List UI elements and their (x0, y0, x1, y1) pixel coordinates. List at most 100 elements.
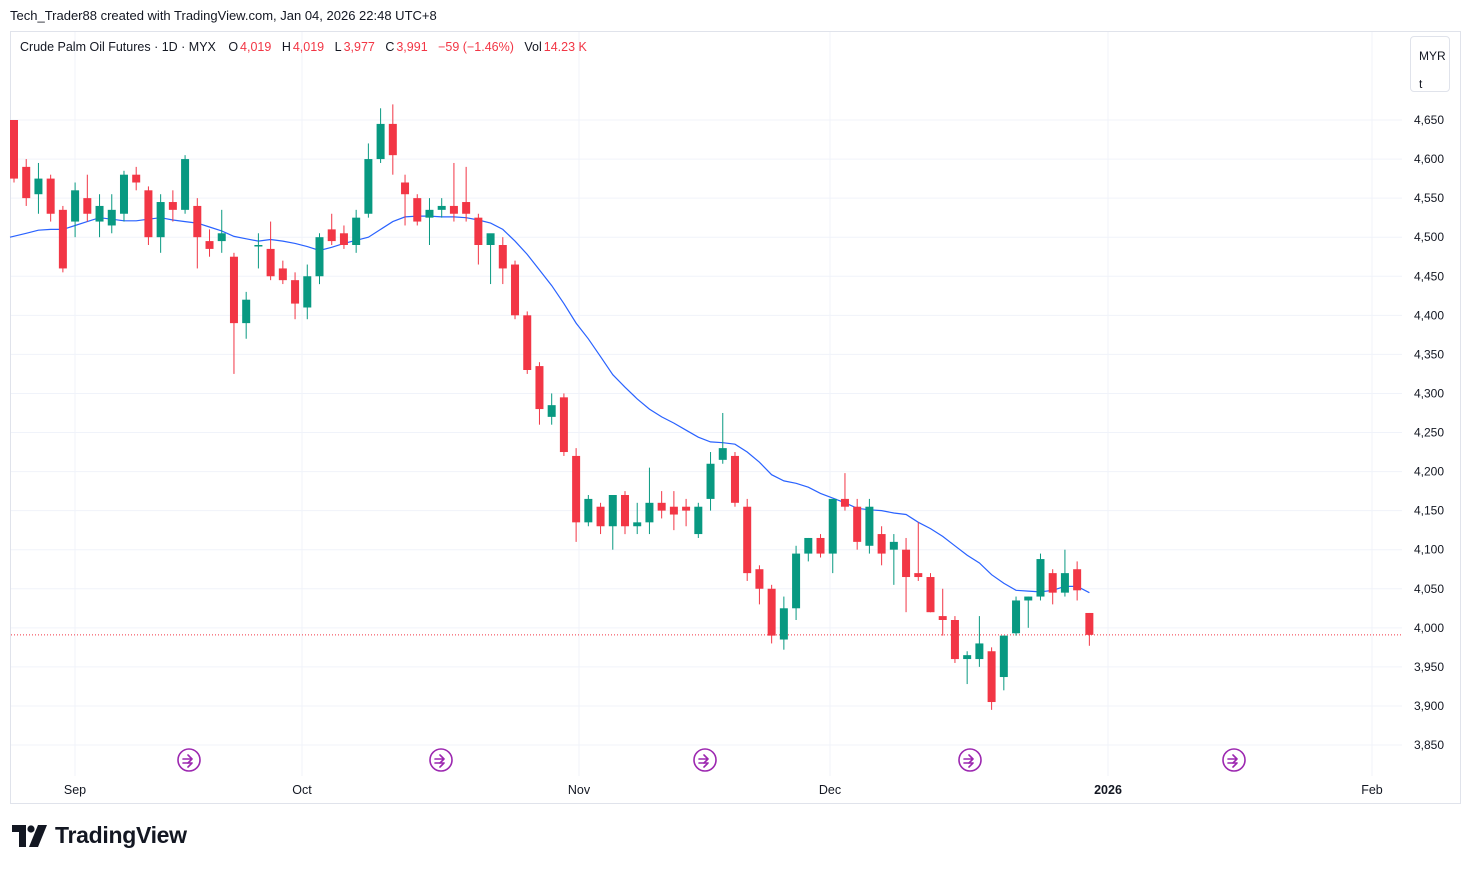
candle (315, 233, 324, 285)
candle-body (1036, 559, 1045, 597)
candle (339, 225, 348, 249)
candle-body (914, 573, 923, 578)
candle-body (694, 506, 703, 535)
candle (743, 498, 752, 581)
candle (205, 229, 214, 257)
candle (792, 545, 801, 620)
candle (914, 522, 923, 581)
y-tick-label: 4,650 (1414, 113, 1444, 127)
event-marker-icon[interactable] (429, 748, 453, 772)
candle (193, 198, 202, 269)
candle-body (95, 205, 104, 222)
candle (963, 651, 972, 685)
candle (474, 213, 483, 265)
candle-body (853, 506, 862, 542)
event-marker-arrow (698, 762, 709, 768)
event-marker-ring (1222, 748, 1246, 772)
y-tick-label: 4,600 (1414, 152, 1444, 166)
candle-body (413, 198, 422, 222)
candle-body (877, 534, 886, 554)
candle (596, 502, 605, 535)
moving-average-layer (9, 215, 1090, 594)
event-marker-arrow (963, 754, 974, 764)
candle-body (401, 182, 410, 195)
candle-body (633, 522, 642, 527)
candle (364, 143, 373, 218)
candle (107, 194, 116, 234)
y-tick-label: 3,850 (1414, 738, 1444, 752)
candle-body (975, 643, 984, 660)
candle-body (498, 245, 507, 269)
candle-body (779, 608, 788, 640)
candle (779, 596, 788, 650)
y-tick-label: 4,400 (1414, 308, 1444, 322)
candle (1012, 596, 1021, 636)
candle (486, 233, 495, 285)
candle-body (388, 123, 397, 156)
candle-body (987, 651, 996, 703)
candle (865, 498, 874, 554)
close-value: 3,991 (396, 40, 428, 54)
candle-body (535, 366, 544, 410)
event-marker-icon[interactable] (177, 748, 201, 772)
y-tick-label: 3,950 (1414, 660, 1444, 674)
ohlc-legend: Crude Palm Oil Futures · 1D · MYX O 4,019… (20, 40, 594, 54)
open-label: O (228, 40, 239, 54)
volume-value: 14.23 K (543, 40, 587, 54)
candle (144, 186, 153, 245)
candle (621, 491, 629, 535)
candle-body (217, 233, 226, 242)
currency-unit-button[interactable]: MYR t (1410, 36, 1450, 92)
candle (10, 120, 18, 183)
candle (718, 412, 727, 464)
candle-body (437, 205, 446, 210)
candle (950, 616, 959, 663)
candle-body (58, 209, 67, 269)
candle (987, 647, 996, 710)
candle-body (682, 506, 691, 511)
y-tick-label: 4,100 (1414, 543, 1444, 557)
candle (229, 252, 238, 374)
x-tick-label: Nov (568, 783, 591, 797)
candle (1036, 553, 1045, 601)
candle-body (730, 455, 739, 503)
candle (840, 473, 849, 511)
event-marker-arrow (1227, 762, 1238, 768)
candle-body (107, 209, 116, 226)
candle-body (1048, 573, 1057, 593)
candle (755, 565, 764, 605)
candle-body (596, 506, 605, 527)
candle (58, 205, 67, 273)
change-value: −59 (−1.46%) (438, 40, 514, 54)
event-marker-arrow (434, 754, 445, 764)
candle (1073, 561, 1082, 601)
candle-body (1012, 600, 1021, 634)
candle (352, 209, 361, 253)
candle-body (669, 506, 678, 515)
candle-body (608, 495, 617, 527)
candle-body (743, 506, 752, 574)
event-marker-arrow (963, 762, 974, 768)
candle (889, 534, 898, 585)
candle-body (83, 198, 92, 214)
event-marker-icon[interactable] (693, 748, 717, 772)
candle (559, 393, 568, 456)
candle (1060, 549, 1069, 597)
event-marker-icon[interactable] (1222, 748, 1246, 772)
event-markers (177, 748, 1246, 772)
event-marker-icon[interactable] (958, 748, 982, 772)
candle (303, 264, 312, 320)
candle-body (144, 190, 153, 238)
candle (1048, 569, 1057, 605)
event-marker-ring (429, 748, 453, 772)
candle-body (999, 635, 1008, 678)
symbol-info[interactable]: Crude Palm Oil Futures · 1D · MYX (20, 40, 216, 54)
candle-body (950, 620, 959, 660)
x-tick-label: 2026 (1094, 783, 1122, 797)
event-marker-arrow (698, 754, 709, 764)
tradingview-logo[interactable]: TradingView (12, 822, 187, 849)
candle (926, 573, 935, 613)
candle-body (767, 588, 776, 636)
tradingview-logo-icon (12, 824, 47, 847)
